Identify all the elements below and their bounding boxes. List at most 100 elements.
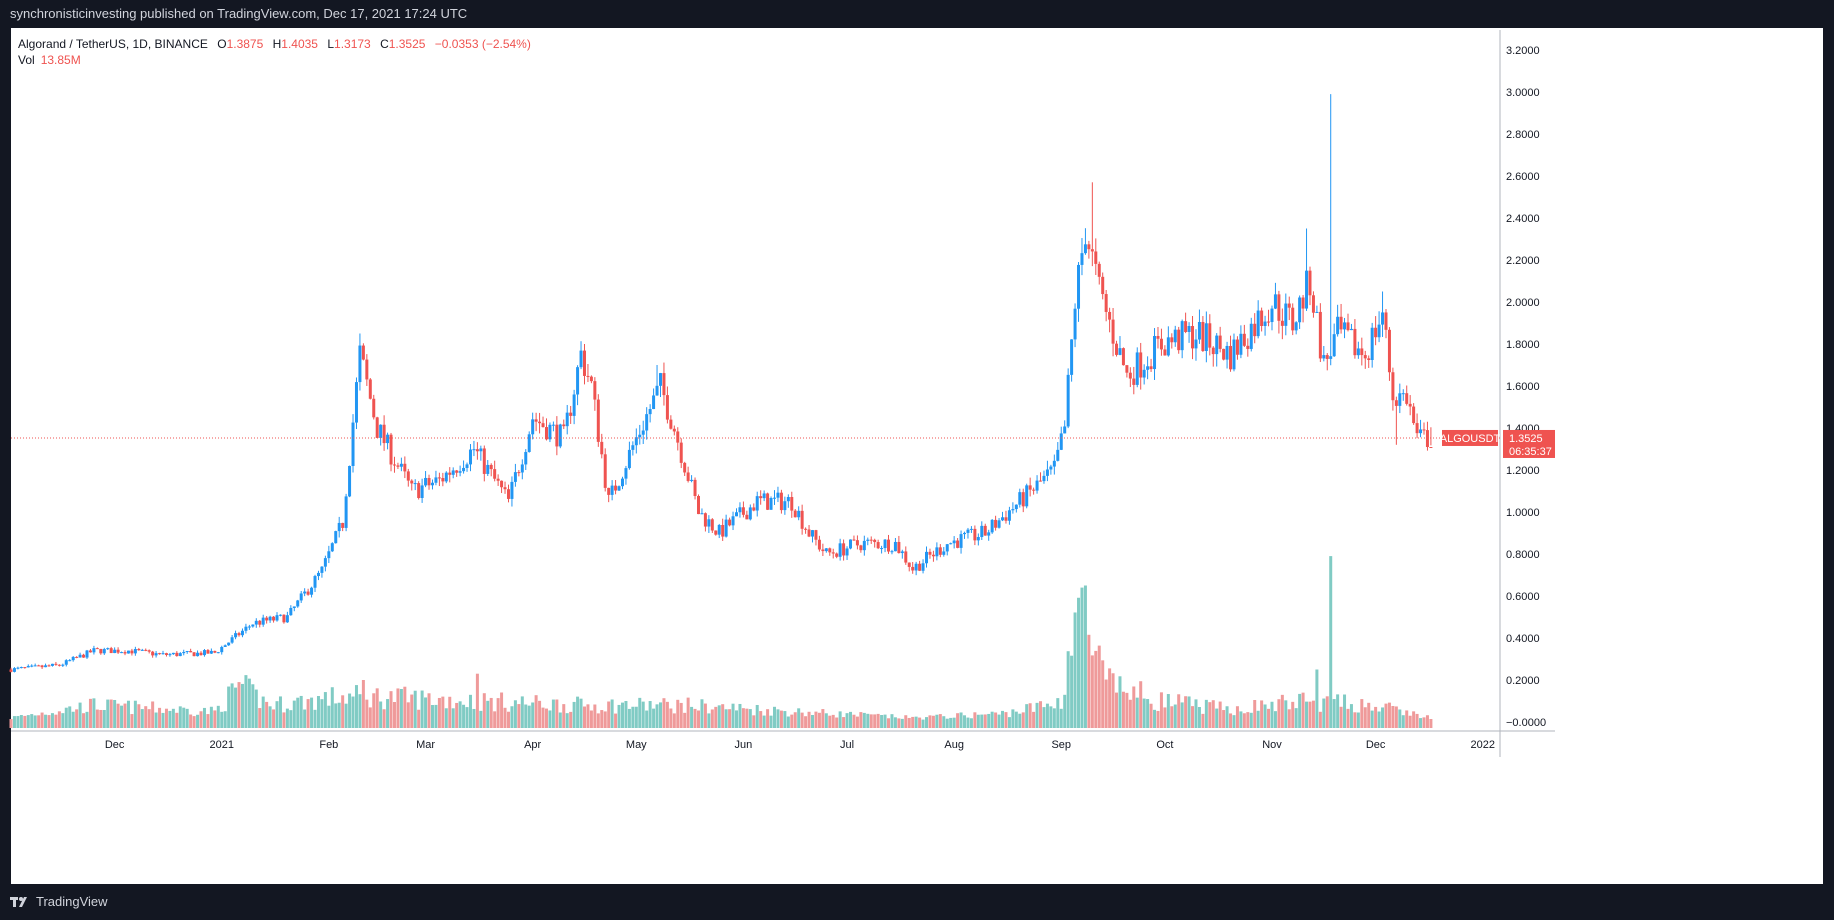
volume-bar — [1094, 650, 1098, 728]
candle-body — [887, 539, 891, 552]
candle-body — [106, 648, 110, 650]
volume-bar — [721, 704, 725, 728]
symbol-label[interactable]: Algorand / TetherUS, 1D, BINANCE — [18, 37, 208, 51]
volume-bar — [171, 708, 175, 728]
candle-body — [1135, 352, 1139, 385]
candle-body — [596, 399, 600, 442]
x-tick-label: Apr — [524, 739, 541, 751]
candle-body — [254, 620, 258, 625]
volume-bar — [386, 699, 390, 728]
volume-bar — [133, 700, 137, 728]
candle-body — [1349, 328, 1353, 331]
candle-body — [341, 522, 345, 528]
candle-body — [147, 650, 151, 652]
volume-bar — [1363, 707, 1367, 728]
candle-body — [33, 665, 37, 667]
volume-bar — [1374, 706, 1378, 728]
candle-body — [1301, 297, 1305, 309]
volume-bar — [925, 717, 929, 728]
last-price-tag[interactable] — [1503, 429, 1555, 458]
volume-bar — [745, 708, 749, 728]
volume-bar — [1204, 699, 1208, 728]
candle-body — [330, 543, 334, 552]
candle-body — [672, 428, 676, 432]
candle-body — [1201, 322, 1205, 351]
volume-bar — [572, 701, 576, 728]
candle-body — [558, 424, 562, 447]
candle-body — [921, 563, 925, 571]
volume-bar — [1249, 712, 1253, 728]
volume-bar — [1270, 701, 1274, 728]
candle-body — [1132, 378, 1136, 385]
candle-body — [503, 487, 507, 490]
volume-bar — [1242, 713, 1246, 728]
candle-body — [140, 649, 144, 651]
candle-body — [1197, 322, 1201, 340]
candle-body — [185, 651, 189, 653]
candle-body — [524, 451, 528, 465]
volume-bar — [1187, 696, 1191, 728]
volume-bar — [956, 713, 960, 728]
volume-bar — [1325, 696, 1329, 728]
open-value: 1.3875 — [226, 37, 264, 51]
candle-body — [1118, 348, 1122, 355]
volume-bar — [206, 714, 210, 728]
candle-body — [320, 566, 324, 573]
candle-body — [1087, 244, 1091, 250]
volume-bar — [68, 706, 72, 728]
volume-bar — [1111, 673, 1115, 728]
low-value: 1.3173 — [334, 37, 371, 51]
volume-bar — [527, 705, 531, 728]
candle-body — [1191, 326, 1195, 349]
x-tick-label: Nov — [1262, 739, 1282, 751]
candle-body — [303, 591, 307, 594]
candle-body — [655, 385, 659, 396]
volume-bar — [37, 715, 41, 728]
volume-bar — [1370, 710, 1374, 728]
volume-bar — [1032, 711, 1036, 728]
volume-bar — [524, 704, 528, 728]
volume-bar — [189, 714, 193, 728]
volume-bar — [1153, 709, 1157, 728]
volume-bar — [1353, 712, 1357, 728]
candle-body — [458, 471, 462, 473]
volume-bar — [862, 712, 866, 728]
footer-brand[interactable]: TradingView — [36, 894, 108, 909]
candle-body — [354, 382, 358, 423]
volume-bar — [817, 712, 821, 728]
candle-body — [914, 563, 918, 571]
candle-body — [1045, 469, 1049, 476]
volume-bar — [410, 694, 414, 728]
candle-body — [1384, 312, 1388, 330]
candle-body — [1177, 329, 1181, 351]
candle-body — [61, 664, 65, 666]
volume-bar — [437, 697, 441, 728]
volume-bar — [475, 673, 479, 728]
volume-bar — [337, 702, 341, 728]
volume-bar — [648, 701, 652, 728]
volume-bar — [50, 713, 54, 728]
volume-bar — [202, 707, 206, 728]
volume-bar — [755, 704, 759, 728]
volume-bar — [849, 711, 853, 728]
volume-bar — [869, 714, 873, 728]
candle-body — [372, 398, 376, 418]
candle-body — [631, 445, 635, 450]
volume-bar — [835, 717, 839, 728]
candle-body — [386, 434, 390, 444]
volume-bar — [213, 710, 217, 728]
candle-body — [310, 587, 314, 595]
candle-body — [1163, 349, 1167, 356]
candle-body — [358, 345, 362, 383]
symbol-tag-label: ALGOUSDT — [1440, 433, 1501, 445]
candle-body — [348, 465, 352, 497]
candle-body — [976, 537, 980, 541]
candle-body — [1077, 264, 1081, 309]
volume-bar — [175, 712, 179, 728]
volume-bar — [1287, 709, 1291, 728]
volume-bar — [1149, 703, 1153, 728]
volume-bar — [1273, 711, 1277, 728]
candle-body — [1111, 319, 1115, 344]
symbol-tag[interactable] — [1442, 429, 1498, 446]
